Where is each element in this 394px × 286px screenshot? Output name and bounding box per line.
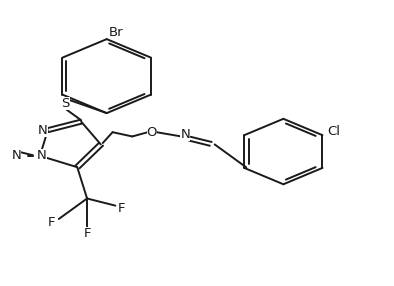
Text: O: O: [147, 126, 157, 139]
Text: Cl: Cl: [327, 125, 340, 138]
Text: N: N: [37, 149, 47, 162]
Text: Br: Br: [109, 25, 124, 39]
Text: F: F: [118, 202, 125, 215]
Text: N: N: [180, 128, 190, 141]
Text: N: N: [38, 124, 48, 137]
Text: F: F: [48, 216, 56, 229]
Text: N: N: [11, 149, 21, 162]
Text: S: S: [61, 97, 70, 110]
Text: F: F: [83, 227, 91, 240]
